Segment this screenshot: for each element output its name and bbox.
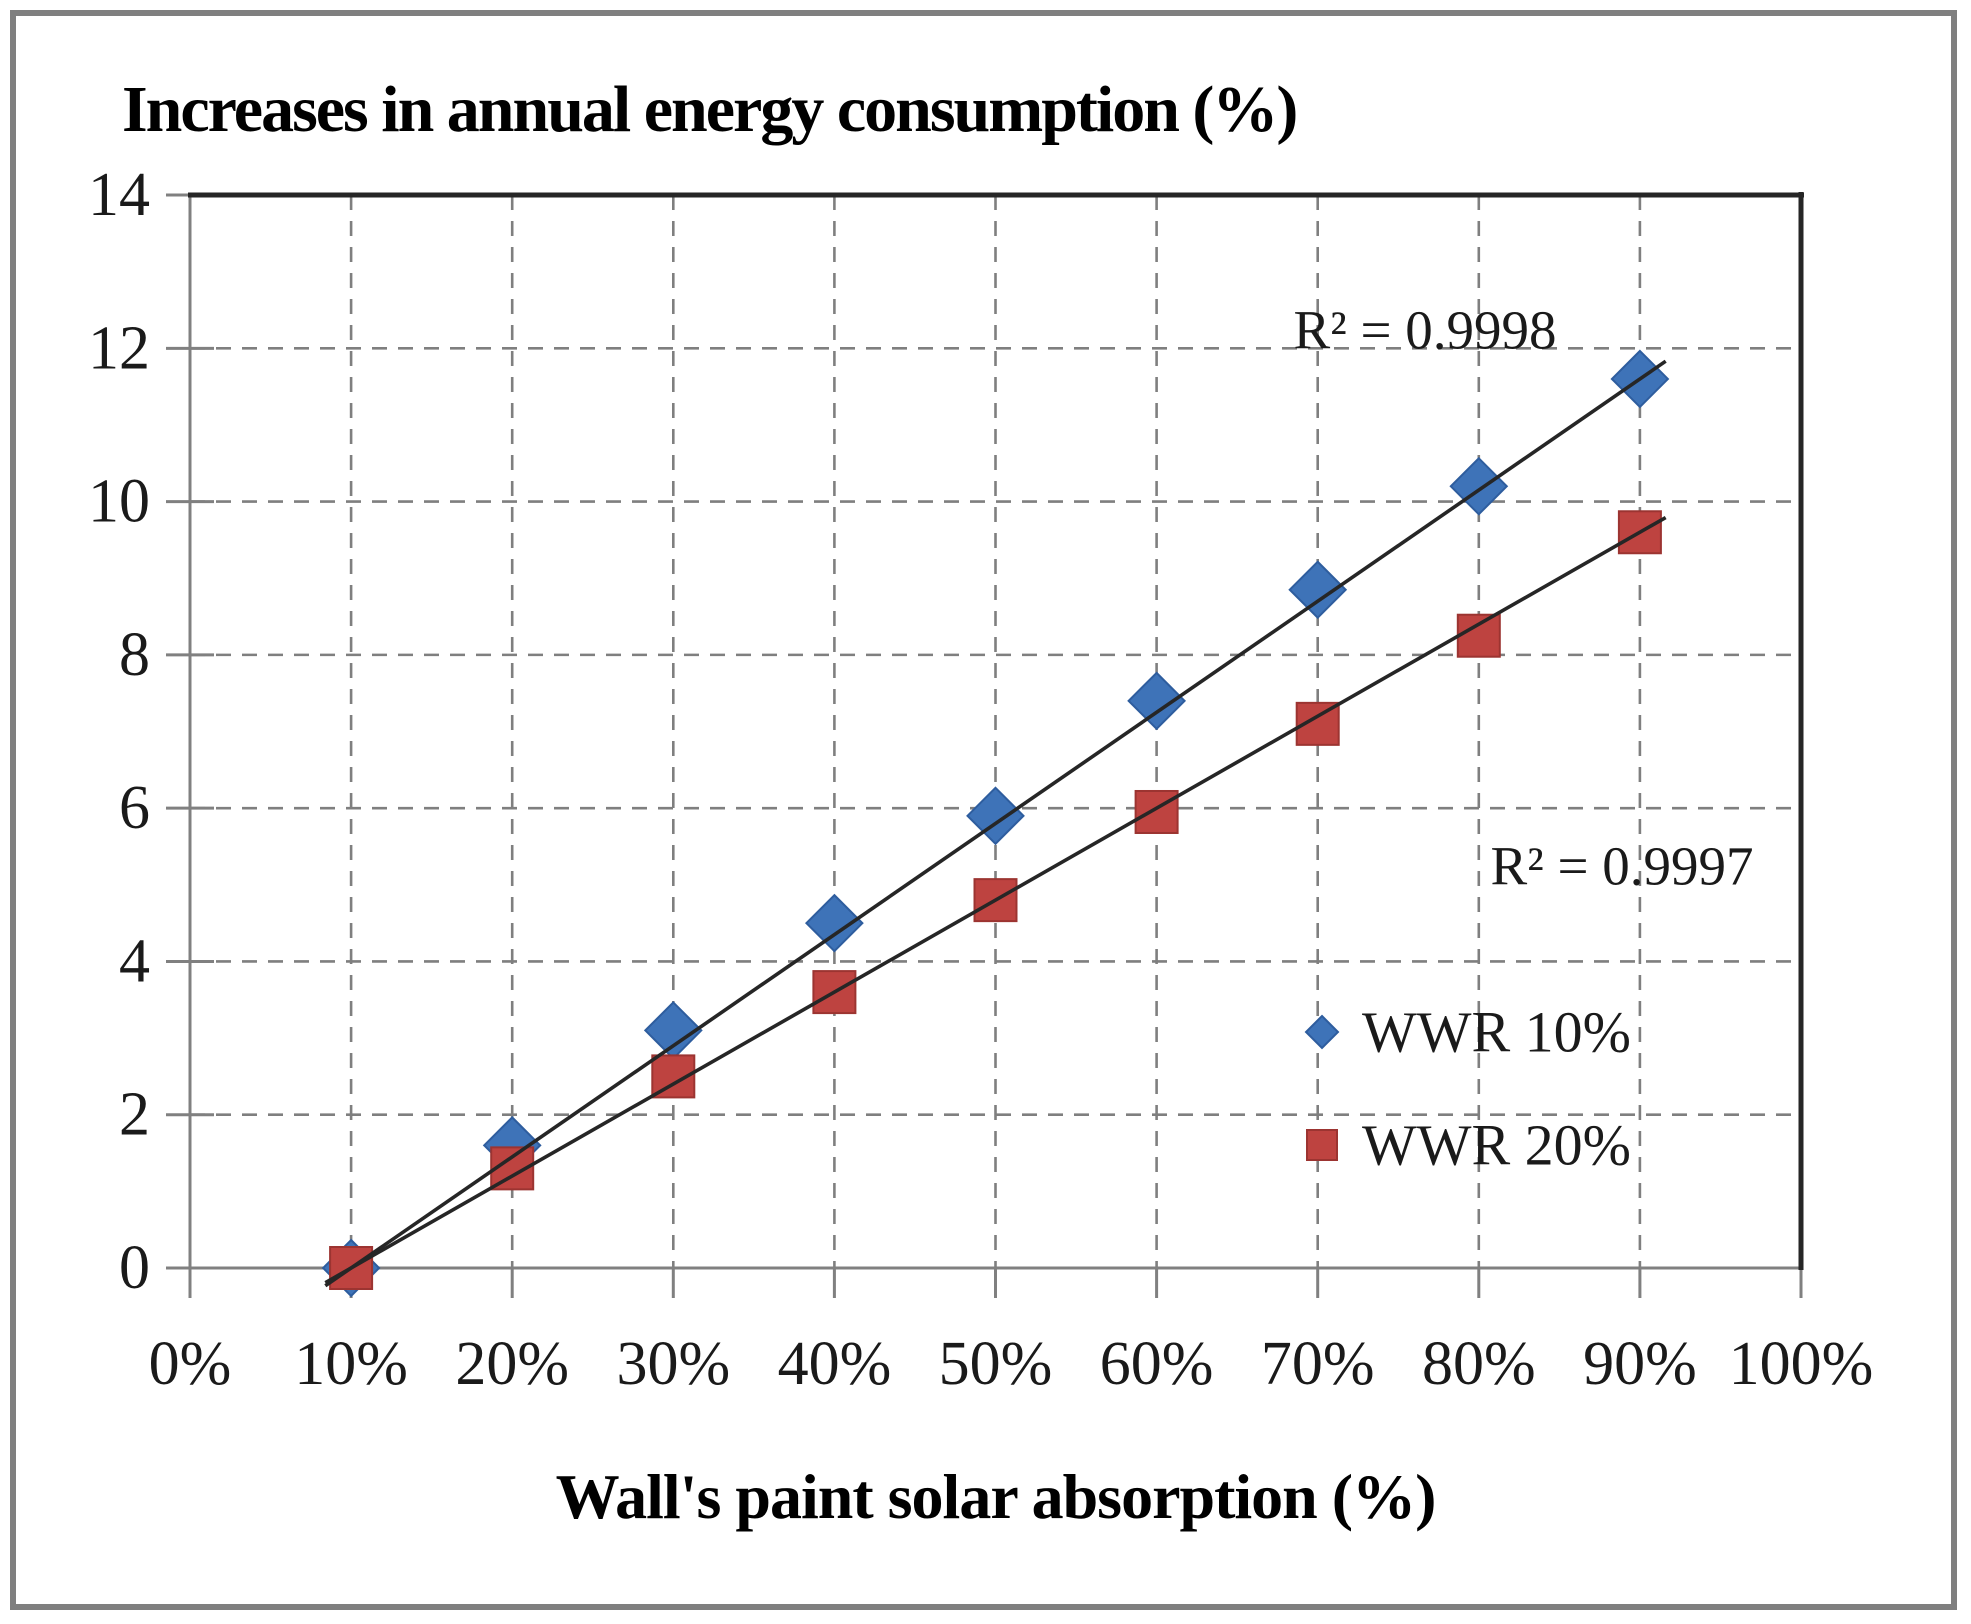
x-tick-label-80: 80% <box>1422 1330 1536 1398</box>
data-point-wwr-10%-70 <box>1288 560 1348 620</box>
y-tick-label-2: 2 <box>119 1081 150 1149</box>
data-point-wwr-10%-80 <box>1449 456 1509 516</box>
data-points <box>321 349 1670 1298</box>
y-tick-label-8: 8 <box>119 621 150 689</box>
trendline-wwr-10% <box>324 359 1667 1288</box>
y-tick-label-4: 4 <box>119 927 150 995</box>
data-point-wwr-20%-80 <box>1456 613 1501 658</box>
tick-labels: 0 2 4 6 8 10 12 14 0% 10% 20% 30% 40% 50% 60% 70% 80% 90%… <box>88 161 1873 1398</box>
y-tick-label-10: 10 <box>88 468 150 536</box>
legend-label-wwr10: WWR 10% <box>1362 1000 1631 1065</box>
x-tick-label-0: 0% <box>149 1330 232 1398</box>
chart-title: Increases in annual energy consumption (… <box>122 73 1298 146</box>
x-axis-title: Wall's paint solar absorption (%) <box>555 1461 1437 1532</box>
data-point-wwr-10%-50 <box>966 786 1025 846</box>
legend: WWR 10% WWR 20% <box>1304 1000 1631 1178</box>
trendlines <box>324 359 1667 1288</box>
r2-annotation-wwr10: R² = 0.9998 <box>1294 300 1557 361</box>
x-tick-label-20: 20% <box>455 1330 569 1398</box>
x-tick-label-50: 50% <box>939 1330 1053 1398</box>
axes <box>166 192 1804 1298</box>
x-tick-label-40: 40% <box>778 1330 892 1398</box>
r2-annotation-wwr20: R² = 0.9997 <box>1491 836 1754 897</box>
legend-label-wwr20: WWR 20% <box>1362 1113 1631 1178</box>
trendline-wwr-20% <box>324 515 1667 1285</box>
legend-marker-square-icon <box>1306 1129 1338 1161</box>
data-point-wwr-10%-40 <box>804 893 864 953</box>
x-tick-label-100: 100% <box>1729 1330 1874 1398</box>
x-tick-label-60: 60% <box>1100 1330 1214 1398</box>
legend-marker-diamond-icon <box>1304 1014 1340 1050</box>
data-point-wwr-10%-60 <box>1127 671 1187 731</box>
data-point-wwr-20%-60 <box>1134 789 1179 834</box>
y-tick-label-14: 14 <box>88 161 150 229</box>
data-point-wwr-20%-10 <box>329 1246 374 1290</box>
gridlines <box>190 195 1801 1268</box>
x-tick-label-90: 90% <box>1583 1330 1697 1398</box>
y-tick-label-6: 6 <box>119 774 150 842</box>
x-tick-label-30: 30% <box>616 1330 730 1398</box>
x-tick-label-10: 10% <box>294 1330 408 1398</box>
y-tick-label-12: 12 <box>88 314 150 382</box>
x-tick-label-70: 70% <box>1261 1330 1375 1398</box>
y-tick-label-0: 0 <box>119 1234 150 1302</box>
